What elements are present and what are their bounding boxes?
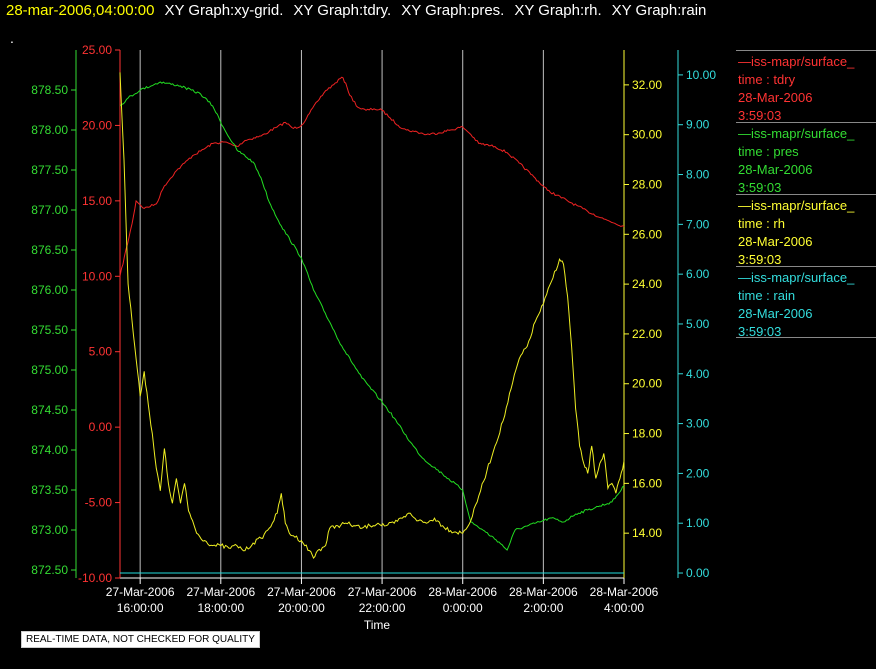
y-tick-label-rain: 0.00: [686, 566, 710, 580]
legend-entry-tdry[interactable]: —iss-mapr/surface_ time : tdry 28-Mar-20…: [736, 50, 876, 122]
legend-date: 28-Mar-2006: [738, 90, 813, 105]
x-tick-label-time: 18:00:00: [197, 601, 244, 615]
y-tick-label-rain: 1.00: [686, 516, 710, 530]
y-tick-label-rain: 7.00: [686, 217, 710, 231]
legend-time: 3:59:03: [738, 108, 782, 122]
y-tick-label-pres: 874.00: [31, 443, 68, 457]
title-graph-rh: XY Graph:rh.: [514, 2, 602, 19]
x-tick-label-time: 22:00:00: [359, 601, 406, 615]
y-tick-label-tdry: 20.00: [82, 118, 112, 132]
title-graph-tdry: XY Graph:tdry.: [293, 2, 392, 19]
y-tick-label-rain: 8.00: [686, 168, 710, 182]
y-tick-label-rh: 28.00: [632, 177, 662, 191]
series-line-tdry: [119, 76, 625, 277]
legend-time: 3:59:03: [738, 324, 782, 338]
y-tick-label-rain: 4.00: [686, 367, 710, 381]
legend-source: —iss-mapr/surface_: [738, 270, 855, 285]
y-tick-label-tdry: 10.00: [82, 269, 112, 283]
y-tick-label-pres: 877.50: [31, 163, 68, 177]
legend-date: 28-Mar-2006: [738, 306, 813, 321]
y-tick-label-rain: 10.00: [686, 68, 716, 82]
legend-variable: time : rh: [738, 216, 785, 231]
x-tick-label-time: 20:00:00: [278, 601, 325, 615]
y-tick-label-pres: 876.00: [31, 283, 68, 297]
y-tick-label-pres: 878.50: [31, 83, 68, 97]
y-tick-label-rh: 30.00: [632, 128, 662, 142]
y-tick-label-pres: 873.50: [31, 483, 68, 497]
y-tick-label-rh: 32.00: [632, 78, 662, 92]
legend-variable: time : pres: [738, 144, 799, 159]
title-timestamp: 28-mar-2006,04:00:00: [6, 2, 155, 19]
y-tick-label-pres: 875.00: [31, 363, 68, 377]
x-tick-label-date: 28-Mar-2006: [590, 585, 659, 599]
legend-date: 28-Mar-2006: [738, 234, 813, 249]
y-tick-label-pres: 878.00: [31, 123, 68, 137]
title-graph-rain: XY Graph:rain: [611, 2, 707, 19]
y-tick-label-tdry: 0.00: [89, 420, 113, 434]
y-tick-label-rh: 22.00: [632, 327, 662, 341]
legend-entry-rh[interactable]: —iss-mapr/surface_ time : rh 28-Mar-2006…: [736, 194, 876, 266]
x-tick-label-date: 28-Mar-2006: [509, 585, 578, 599]
x-tick-label-time: 0:00:00: [443, 601, 483, 615]
y-tick-label-tdry: -10.00: [78, 571, 112, 585]
x-tick-label-time: 4:00:00: [604, 601, 644, 615]
legend-time: 3:59:03: [738, 252, 782, 266]
y-tick-label-rh: 14.00: [632, 526, 662, 540]
y-tick-label-rh: 24.00: [632, 277, 662, 291]
y-tick-label-rain: 6.00: [686, 267, 710, 281]
y-tick-label-pres: 875.50: [31, 323, 68, 337]
status-dot: .: [10, 30, 14, 46]
y-tick-label-pres: 874.50: [31, 403, 68, 417]
legend-date: 28-Mar-2006: [738, 162, 813, 177]
legend: —iss-mapr/surface_ time : tdry 28-Mar-20…: [736, 50, 876, 338]
legend-entry-pres[interactable]: —iss-mapr/surface_ time : pres 28-Mar-20…: [736, 122, 876, 194]
x-tick-label-date: 27-Mar-2006: [106, 585, 175, 599]
graph-title-bar: 28-mar-2006,04:00:00 XY Graph:xy-grid. XY …: [6, 2, 706, 19]
x-tick-label-date: 27-Mar-2006: [348, 585, 417, 599]
legend-source: —iss-mapr/surface_: [738, 198, 855, 213]
y-tick-label-pres: 876.50: [31, 243, 68, 257]
y-tick-label-rain: 9.00: [686, 118, 710, 132]
y-tick-label-pres: 877.00: [31, 203, 68, 217]
y-tick-label-tdry: 25.00: [82, 43, 112, 57]
x-tick-label-time: 2:00:00: [523, 601, 563, 615]
y-tick-label-pres: 872.50: [31, 563, 68, 577]
y-tick-label-rain: 5.00: [686, 317, 710, 331]
y-tick-label-pres: 873.00: [31, 523, 68, 537]
y-tick-label-rain: 2.00: [686, 466, 710, 480]
legend-time: 3:59:03: [738, 180, 782, 194]
title-graph-xy-grid: XY Graph:xy-grid.: [164, 2, 284, 19]
legend-entry-rain[interactable]: —iss-mapr/surface_ time : rain 28-Mar-20…: [736, 266, 876, 338]
legend-source: —iss-mapr/surface_: [738, 54, 855, 69]
x-axis-label: Time: [364, 618, 391, 632]
x-tick-label-date: 27-Mar-2006: [267, 585, 336, 599]
quality-disclaimer: REAL-TIME DATA, NOT CHECKED FOR QUALITY: [21, 631, 260, 648]
legend-variable: time : rain: [738, 288, 796, 303]
y-tick-label-tdry: -5.00: [85, 496, 113, 510]
series-line-pres: [119, 81, 625, 551]
x-tick-label-date: 27-Mar-2006: [186, 585, 255, 599]
x-tick-label-time: 16:00:00: [117, 601, 164, 615]
legend-variable: time : tdry: [738, 72, 796, 87]
x-tick-label-date: 28-Mar-2006: [428, 585, 497, 599]
title-graph-pres: XY Graph:pres.: [401, 2, 505, 19]
y-tick-label-rh: 18.00: [632, 427, 662, 441]
y-tick-label-rh: 26.00: [632, 227, 662, 241]
y-tick-label-tdry: 15.00: [82, 194, 112, 208]
series-line-rh: [119, 72, 625, 560]
y-tick-label-rain: 3.00: [686, 417, 710, 431]
y-tick-label-rh: 20.00: [632, 377, 662, 391]
y-tick-label-tdry: 5.00: [89, 345, 113, 359]
y-tick-label-rh: 16.00: [632, 476, 662, 490]
legend-source: —iss-mapr/surface_: [738, 126, 855, 141]
